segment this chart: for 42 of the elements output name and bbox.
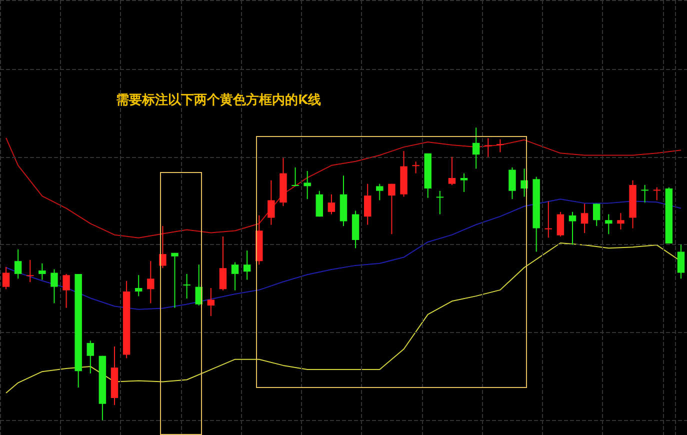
candlestick: [219, 236, 227, 291]
candlestick: [38, 262, 46, 280]
candlestick: [147, 260, 154, 304]
candlestick: [677, 244, 685, 280]
candlestick: [496, 138, 504, 153]
candlestick: [316, 190, 324, 218]
candlestick: [412, 161, 420, 174]
candlestick: [292, 166, 299, 187]
candlestick: [2, 266, 10, 290]
candlestick: [592, 203, 600, 226]
candlestick: [641, 184, 648, 204]
candlestick: [472, 127, 480, 170]
candlestick: [556, 211, 564, 237]
candlestick: [14, 248, 22, 280]
candlestick: [86, 340, 94, 374]
candlestick: [26, 259, 34, 283]
candlestick: [544, 200, 552, 238]
candlestick: [653, 186, 660, 201]
candlestick: [388, 183, 396, 235]
candlestick: [568, 211, 576, 246]
candlestick: [448, 156, 456, 186]
candlestick: [617, 212, 624, 230]
candlestick: [207, 287, 215, 317]
candlestick: [183, 273, 190, 300]
candlestick: [134, 274, 142, 297]
candlestick: [460, 172, 468, 193]
candlestick: [50, 268, 58, 304]
candlestick: [364, 183, 372, 226]
candlestick: [243, 250, 251, 280]
candlestick: [171, 252, 178, 308]
candlestick: [580, 203, 588, 234]
candlestick: [436, 190, 444, 215]
candlestick: [231, 262, 239, 291]
candlestick: [328, 194, 336, 215]
candlestick: [268, 180, 275, 226]
candlestick: [376, 183, 384, 201]
candlestick: [304, 170, 311, 200]
candlestick: [484, 138, 492, 158]
candlestick: [508, 166, 516, 200]
candlestick: [159, 225, 166, 269]
candlestick: [605, 214, 612, 235]
candlestick: [62, 273, 70, 308]
